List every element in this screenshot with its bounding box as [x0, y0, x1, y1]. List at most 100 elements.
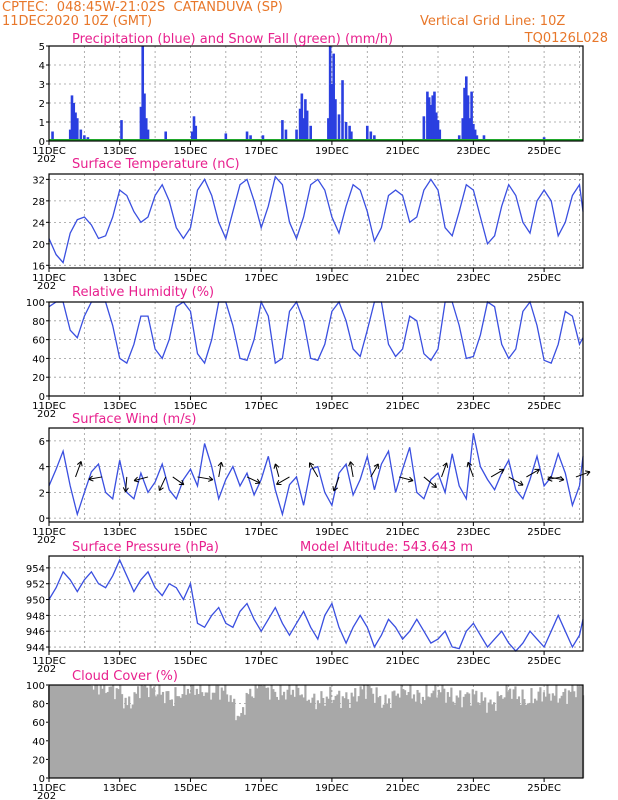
cloud-bar	[364, 698, 368, 778]
precip-bar	[295, 129, 298, 141]
cloud-bar	[108, 686, 111, 778]
cloud-bar	[338, 690, 341, 778]
cloud-bar	[366, 685, 369, 778]
cloud-bar	[420, 703, 423, 778]
cloud-bar	[306, 700, 309, 778]
cloud-bar	[322, 697, 325, 778]
wind-arrow-head	[208, 475, 214, 482]
x-tick-label: 19DEC	[315, 527, 349, 538]
cloud-bar	[327, 698, 330, 778]
cloud-bar	[243, 714, 246, 778]
cloud-bar	[153, 686, 156, 778]
precip-bar	[300, 93, 304, 141]
cloud-bar	[509, 688, 512, 778]
precip-bar	[472, 123, 475, 141]
cloud-bar	[336, 694, 339, 778]
cloud-bar	[361, 689, 364, 778]
precip-bar	[305, 110, 309, 141]
cloud-bar	[172, 705, 175, 778]
cloud-bar	[491, 704, 494, 778]
x-tick-label: 13DEC	[103, 273, 137, 284]
y-tick-label: 5	[39, 42, 45, 53]
cloud-bar	[56, 685, 60, 778]
cloud-bar	[345, 692, 348, 778]
wind-arrow	[274, 463, 280, 478]
precip-bar	[427, 97, 431, 141]
cloud-bar	[436, 697, 439, 778]
x-tick-label: 17DEC	[244, 273, 278, 284]
cloud-bar	[229, 695, 232, 778]
cloud-bar	[80, 685, 83, 778]
cloud-bar	[160, 694, 163, 778]
cloud-bar	[393, 690, 396, 778]
wind-arrow	[276, 476, 290, 485]
y-tick-label: 954	[26, 564, 45, 575]
cloud-bar	[81, 685, 84, 778]
cloud-bar	[266, 687, 270, 778]
cloud-bar	[242, 707, 245, 778]
cloud-bar	[286, 689, 289, 778]
cloud-bar	[517, 696, 521, 778]
cloud-bar	[88, 685, 92, 778]
y-tick-label: 60	[32, 336, 45, 347]
cloud-bar	[252, 697, 255, 778]
cloud-bar	[309, 702, 312, 778]
cloud-bar	[62, 685, 65, 778]
x-tick-label: 23DEC	[457, 401, 491, 412]
cloud-bar	[217, 685, 220, 778]
precip-bar	[482, 135, 486, 141]
y-tick-label: 28	[32, 197, 45, 208]
cloud-bar	[332, 699, 335, 778]
x-tick-label: 17DEC	[244, 527, 278, 538]
cloud-bar	[177, 696, 181, 778]
station-header: CPTEC: 048:45W-21:02S CATANDUVA (SP)	[2, 0, 283, 15]
cloud-bar	[275, 696, 279, 778]
cloud-bar	[350, 692, 353, 778]
cloud-bar	[129, 708, 133, 778]
panel-subtitle: Model Altitude: 543.643 m	[300, 540, 473, 555]
cloud-bar	[311, 697, 314, 778]
cloud-bar	[99, 685, 102, 778]
precip-bar	[68, 129, 72, 141]
run-datetime: 11DEC2020 10Z (GMT)	[2, 14, 153, 29]
cloud-bar	[460, 707, 464, 778]
panel-4: 0 2 4 6 11DEC 13DEC 15DEC 17DEC 19DEC 21DEC 23DEC 2…	[32, 412, 591, 546]
x-tick-label: 11DEC	[32, 273, 66, 284]
cloud-bar	[375, 687, 378, 778]
cloud-bar	[295, 685, 298, 778]
cloud-bar	[231, 702, 234, 778]
y-tick-label: 60	[32, 718, 45, 729]
cloud-bar	[528, 702, 531, 778]
cloud-bar	[459, 690, 462, 778]
panel-title: Relative Humidity (%)	[72, 285, 214, 300]
cloud-bar	[530, 688, 533, 778]
y-tick-label: 6	[39, 437, 45, 448]
cloud-bar	[272, 689, 275, 778]
wind-arrow-head	[348, 461, 355, 467]
precip-bar	[463, 87, 466, 141]
cloud-bar	[398, 697, 401, 778]
cloud-bar	[425, 685, 428, 778]
y-tick-label: 0	[39, 514, 45, 525]
cloud-bar	[133, 692, 136, 778]
cloud-bar	[557, 702, 560, 778]
series-line	[48, 175, 584, 264]
cloud-bar	[69, 685, 72, 778]
cloud-bar	[564, 688, 567, 778]
cloud-bar	[206, 692, 209, 778]
cloud-bar	[318, 703, 321, 778]
x-tick-label: 23DEC	[457, 783, 491, 794]
wind-arrow	[124, 476, 128, 492]
x-tick-label: 21DEC	[386, 656, 420, 667]
cloud-bar	[423, 700, 426, 778]
cloud-bar	[293, 696, 296, 778]
cloud-bar	[574, 697, 578, 778]
wind-arrow	[370, 463, 379, 478]
cloud-bar	[161, 691, 165, 778]
cloud-bar	[256, 688, 259, 778]
cloud-bar	[576, 685, 579, 778]
x-tick-label: 25DEC	[527, 656, 561, 667]
x-year-label: 202	[37, 154, 56, 165]
cloud-bar	[120, 694, 124, 778]
y-tick-label: 20	[32, 373, 45, 384]
